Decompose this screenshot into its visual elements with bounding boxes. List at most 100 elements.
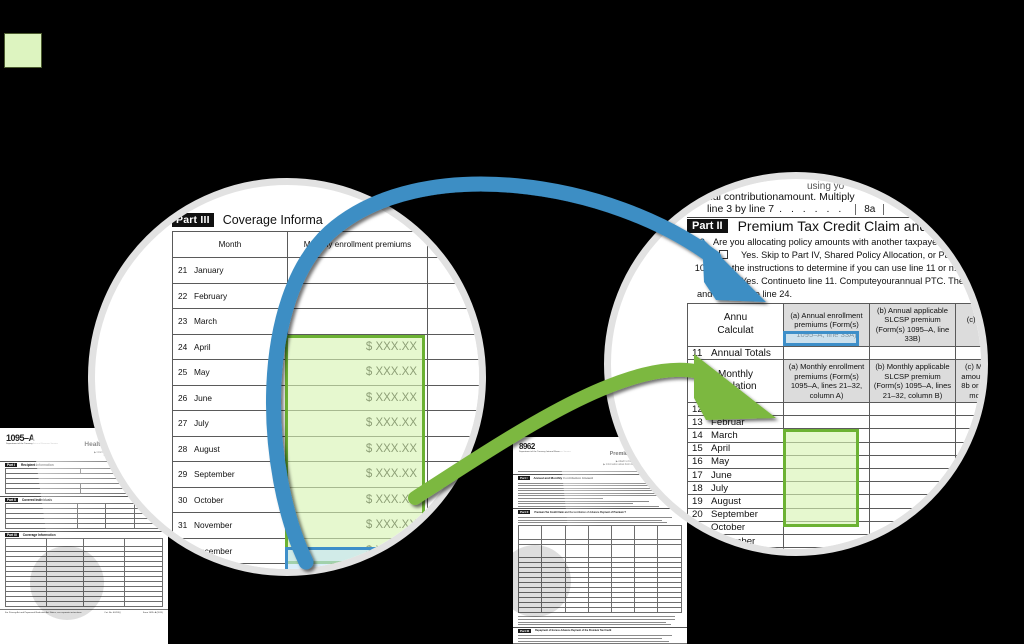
cell-premium[interactable]: $ XXX.XX xyxy=(287,486,428,513)
cell-premium[interactable] xyxy=(287,257,428,284)
cell-premium[interactable]: $ XXX.XX xyxy=(287,384,428,411)
table-row[interactable]: 27 July $ XXX.XX xyxy=(172,410,479,437)
cell-annual-total-a[interactable] xyxy=(783,345,870,361)
cell-b[interactable] xyxy=(869,454,956,470)
cell-b[interactable] xyxy=(869,507,956,522)
cell-a[interactable] xyxy=(783,481,870,496)
question-10-text: See the instructions to determine if you… xyxy=(713,263,957,273)
table-row[interactable]: 19 August xyxy=(687,494,981,509)
cell-a[interactable] xyxy=(783,533,870,549)
table-row[interactable]: 26 June $ XXX.XX xyxy=(172,384,479,411)
background-form-1095a[interactable]: 1095–A Department of the Treasury Intern… xyxy=(0,428,168,644)
table-row[interactable]: 12 Janua xyxy=(687,402,981,417)
cell-annual-total-premium[interactable]: $ X,XXX.XX xyxy=(287,563,428,569)
cell-annual-total-c[interactable] xyxy=(955,345,981,361)
cell-premium[interactable]: $ XXX.XX xyxy=(287,461,428,488)
cell-slcsp[interactable] xyxy=(427,410,479,437)
cell-b[interactable] xyxy=(869,547,956,549)
cell-a[interactable] xyxy=(783,428,870,443)
cell-premium[interactable]: $ XXX.XX xyxy=(287,512,428,539)
cell-premium[interactable]: $ XXX.XX xyxy=(287,435,428,462)
cell-a[interactable] xyxy=(783,507,870,522)
cell-slcsp[interactable] xyxy=(427,384,479,411)
cell-premium[interactable] xyxy=(287,308,428,335)
cell-a[interactable] xyxy=(783,454,870,470)
table-row[interactable]: 21 October xyxy=(687,520,981,535)
question-9-yes-option[interactable]: Yes. Skip to Part IV, Shared Policy Allo… xyxy=(687,250,981,260)
cell-b[interactable] xyxy=(869,402,956,417)
checkbox-icon[interactable] xyxy=(719,276,728,285)
cell-c[interactable] xyxy=(955,481,981,496)
cell-b[interactable] xyxy=(869,441,956,456)
cell-b[interactable] xyxy=(869,533,956,549)
cell-a[interactable] xyxy=(783,402,870,417)
cell-premium[interactable]: $ XXX.XX xyxy=(287,333,428,360)
magnifier-lens-left[interactable]: Part III Coverage Informa Month Monthly … xyxy=(88,178,486,576)
cell-slcsp[interactable] xyxy=(427,461,479,488)
cell-a[interactable] xyxy=(783,520,870,535)
cell-premium[interactable]: $ XXX.XX xyxy=(287,359,428,386)
cell-c[interactable] xyxy=(955,454,981,470)
cell-c[interactable] xyxy=(955,441,981,456)
cell-slcsp[interactable] xyxy=(427,537,479,564)
cell-b[interactable] xyxy=(869,494,956,509)
table-row[interactable]: 29 September $ XXX.XX xyxy=(172,461,479,488)
cell-a[interactable] xyxy=(783,441,870,456)
table-row[interactable]: 15 April xyxy=(687,441,981,456)
cell-slcsp[interactable] xyxy=(427,333,479,360)
cell-b[interactable] xyxy=(869,428,956,443)
cell-b[interactable] xyxy=(869,467,956,483)
table-row[interactable]: 24 April $ XXX.XX xyxy=(172,333,479,360)
cell-slcsp[interactable] xyxy=(427,359,479,386)
table-row[interactable]: 31 November $ XXX.XX xyxy=(172,512,479,539)
cell-slcsp[interactable] xyxy=(427,257,479,284)
cell-annual-total-b[interactable] xyxy=(869,345,956,361)
annual-totals-row[interactable]: 33Annual Totals $ X,XXX.XX xyxy=(172,563,479,569)
table-row[interactable]: 28 August $ XXX.XX xyxy=(172,435,479,462)
table-row[interactable]: 21 January xyxy=(172,257,479,284)
checkbox-icon[interactable] xyxy=(719,250,728,259)
cell-a[interactable] xyxy=(783,415,870,430)
cell-b[interactable] xyxy=(869,520,956,535)
cell-slcsp[interactable] xyxy=(427,308,479,335)
table-row[interactable]: 22 November xyxy=(687,533,981,549)
table-row[interactable]: 17 June xyxy=(687,467,981,483)
line-8a-box-label[interactable]: 8a xyxy=(855,204,885,215)
cell-a[interactable] xyxy=(783,494,870,509)
cell-b[interactable] xyxy=(869,481,956,496)
cell-c[interactable] xyxy=(955,533,981,549)
question-10-yes-option[interactable]: Yes. Continueto line 11. Computeyourannu… xyxy=(687,276,981,286)
cell-c[interactable] xyxy=(955,415,981,430)
table-row[interactable]: 30 October $ XXX.XX xyxy=(172,486,479,513)
cell-c[interactable] xyxy=(955,467,981,483)
cell-c[interactable] xyxy=(955,520,981,535)
cell-a[interactable] xyxy=(783,467,870,483)
table-row[interactable]: 25 May $ XXX.XX xyxy=(172,359,479,386)
cell-a[interactable] xyxy=(783,547,870,549)
cell-slcsp[interactable] xyxy=(427,512,479,539)
cell-premium[interactable] xyxy=(287,282,428,309)
cell-c[interactable] xyxy=(955,507,981,522)
table-row[interactable]: 22 February xyxy=(172,282,479,309)
cell-b[interactable] xyxy=(869,415,956,430)
cell-slcsp[interactable] xyxy=(427,486,479,513)
table-row[interactable]: 23 December xyxy=(687,547,981,549)
table-row[interactable]: 32 December $ XXX.XX xyxy=(172,537,479,564)
cell-slcsp[interactable] xyxy=(427,282,479,309)
cell-slcsp[interactable] xyxy=(427,435,479,462)
cell-premium[interactable]: $ XXX.XX xyxy=(287,410,428,437)
cell-annual-total-slcsp[interactable] xyxy=(427,563,479,569)
table-row[interactable]: 14 March xyxy=(687,428,981,443)
table-row[interactable]: 18 July xyxy=(687,481,981,496)
table-row[interactable]: 20 September xyxy=(687,507,981,522)
magnifier-lens-right[interactable]: using yo ual contributionamount. Multipl… xyxy=(604,172,988,556)
table-row[interactable]: 16 May xyxy=(687,454,981,470)
annual-totals-row[interactable]: 11 Annual Totals xyxy=(687,345,981,361)
cell-c[interactable] xyxy=(955,547,981,549)
cell-premium[interactable]: $ XXX.XX xyxy=(287,537,428,564)
table-row[interactable]: 13 Februar xyxy=(687,415,981,430)
table-row[interactable]: 23 March xyxy=(172,308,479,335)
cell-c[interactable] xyxy=(955,494,981,509)
cell-c[interactable] xyxy=(955,428,981,443)
cell-c[interactable] xyxy=(955,402,981,417)
